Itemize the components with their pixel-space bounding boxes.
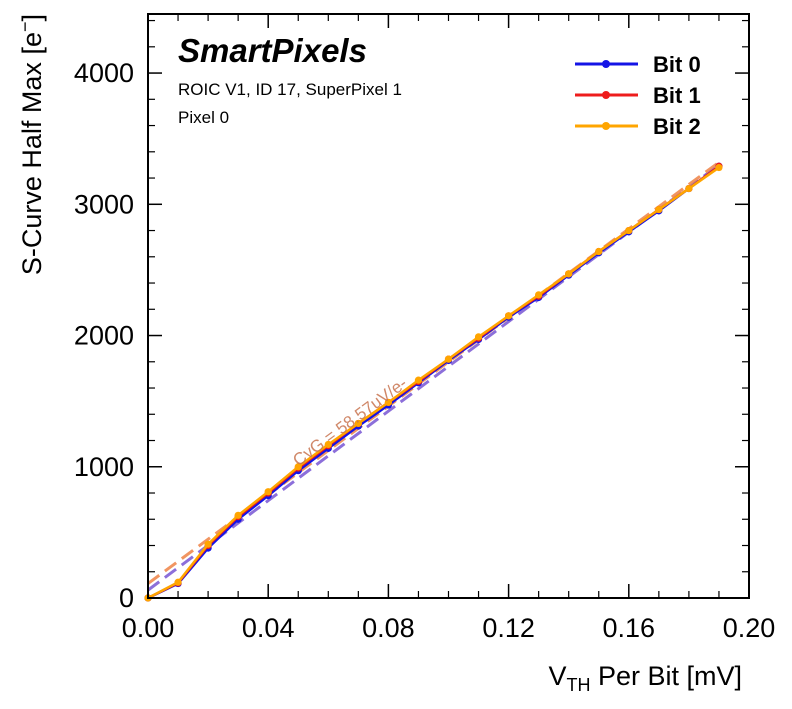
data-point bbox=[234, 511, 242, 519]
y-axis-label-superscript: − bbox=[15, 22, 35, 33]
y-axis-label: S-Curve Half Max [e−] bbox=[15, 14, 47, 275]
y-tick-labels: 0 1000 2000 3000 4000 bbox=[74, 58, 134, 613]
y-axis-label-end: ] bbox=[17, 14, 47, 22]
experiment-label: SmartPixels bbox=[178, 32, 367, 69]
info-line-2: Pixel 0 bbox=[178, 108, 229, 127]
x-tick-label: 0.16 bbox=[603, 613, 656, 643]
series-line bbox=[147, 165, 720, 600]
x-axis-label: VTH Per Bit [mV] bbox=[548, 661, 742, 695]
plot-frame bbox=[147, 13, 750, 599]
data-point bbox=[294, 463, 302, 471]
data-point bbox=[354, 419, 362, 428]
data-point bbox=[685, 184, 693, 193]
x-axis-label-subscript: TH bbox=[566, 675, 590, 695]
x-tick-label: 0.08 bbox=[362, 613, 415, 643]
data-point bbox=[324, 440, 332, 449]
y-axis-label-main: S-Curve Half Max [e bbox=[17, 32, 47, 275]
data-point bbox=[444, 355, 453, 363]
data-point bbox=[655, 205, 663, 214]
x-tick-label: 0.20 bbox=[723, 613, 776, 643]
data-point bbox=[595, 247, 603, 256]
data-point bbox=[505, 312, 513, 320]
y-tick-label: 2000 bbox=[74, 321, 134, 351]
data-point bbox=[264, 488, 272, 496]
legend-label: Bit 0 bbox=[653, 52, 701, 77]
legend-swatch-marker bbox=[602, 122, 610, 130]
data-point bbox=[384, 398, 392, 407]
legend-label: Bit 2 bbox=[653, 114, 701, 139]
y-tick-label: 0 bbox=[119, 583, 134, 613]
series-line bbox=[147, 165, 720, 600]
legend-swatch-marker bbox=[602, 60, 610, 68]
data-point bbox=[204, 540, 212, 548]
data-point bbox=[474, 333, 483, 341]
y-tick-label: 4000 bbox=[74, 58, 134, 88]
data-point bbox=[625, 226, 633, 235]
info-line-1: ROIC V1, ID 17, SuperPixel 1 bbox=[178, 80, 402, 99]
x-tick-label: 0.04 bbox=[242, 613, 295, 643]
x-tick-label: 0.00 bbox=[122, 613, 175, 643]
data-point bbox=[174, 578, 182, 586]
x-axis-label-main: V bbox=[548, 661, 566, 691]
data-point bbox=[414, 376, 423, 384]
legend-swatch-marker bbox=[602, 91, 610, 99]
fit-annotation: CvG = 58.57uV/e- bbox=[289, 374, 410, 470]
y-tick-label: 1000 bbox=[74, 452, 134, 482]
data-point bbox=[535, 291, 543, 299]
legend: Bit 0 Bit 1 Bit 2 bbox=[575, 52, 701, 139]
x-tick-label: 0.12 bbox=[482, 613, 535, 643]
y-tick-label: 3000 bbox=[74, 189, 134, 219]
x-axis-label-rest: Per Bit [mV] bbox=[590, 661, 742, 691]
x-tick-labels: 0.00 0.04 0.08 0.12 0.16 0.20 bbox=[122, 613, 776, 643]
series-layer bbox=[144, 162, 723, 602]
legend-label: Bit 1 bbox=[653, 83, 701, 108]
data-point bbox=[565, 270, 573, 278]
series-line bbox=[147, 166, 720, 600]
data-point bbox=[715, 163, 723, 172]
